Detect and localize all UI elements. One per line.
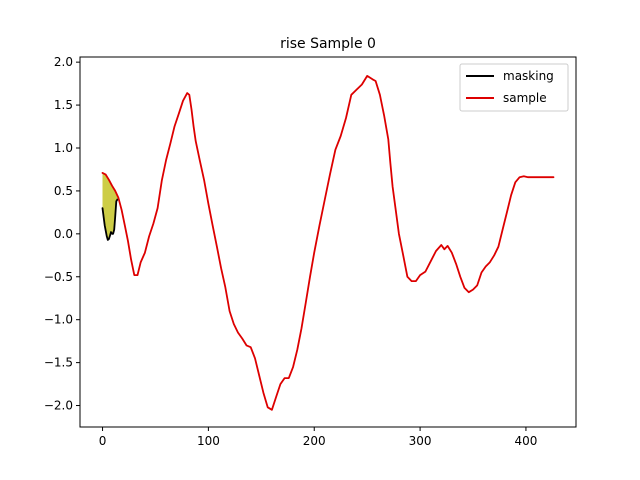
x-tick-label: 0 bbox=[99, 434, 107, 448]
legend-label-masking: masking bbox=[503, 69, 554, 83]
x-tick-label: 400 bbox=[514, 434, 537, 448]
y-tick-label: 2.0 bbox=[54, 55, 73, 69]
y-tick-label: −1.0 bbox=[44, 313, 73, 327]
x-tick-label: 200 bbox=[303, 434, 326, 448]
axes: 0 100 200 300 400 −2.0 −1.5 −1.0 −0.5 0.0 0.5 1.0 1.… bbox=[44, 55, 577, 448]
legend-label-sample: sample bbox=[503, 91, 547, 105]
axes-frame bbox=[79, 56, 577, 428]
y-tick-label: −1.5 bbox=[44, 356, 73, 370]
series-line-masking bbox=[101, 198, 119, 241]
y-tick-label: 1.0 bbox=[54, 141, 73, 155]
y-tick-label: −0.5 bbox=[44, 270, 73, 284]
y-tick-label: 1.5 bbox=[54, 98, 73, 112]
y-tick-label: −2.0 bbox=[44, 399, 73, 413]
series-line-sample bbox=[101, 75, 555, 411]
y-tick-label: 0.5 bbox=[54, 184, 73, 198]
plot-area bbox=[101, 75, 555, 411]
x-tick-label: 300 bbox=[409, 434, 432, 448]
y-tick-label: 0.0 bbox=[54, 227, 73, 241]
x-tick-label: 100 bbox=[197, 434, 220, 448]
legend: masking sample bbox=[459, 63, 569, 112]
chart-title: rise Sample 0 bbox=[280, 36, 376, 52]
